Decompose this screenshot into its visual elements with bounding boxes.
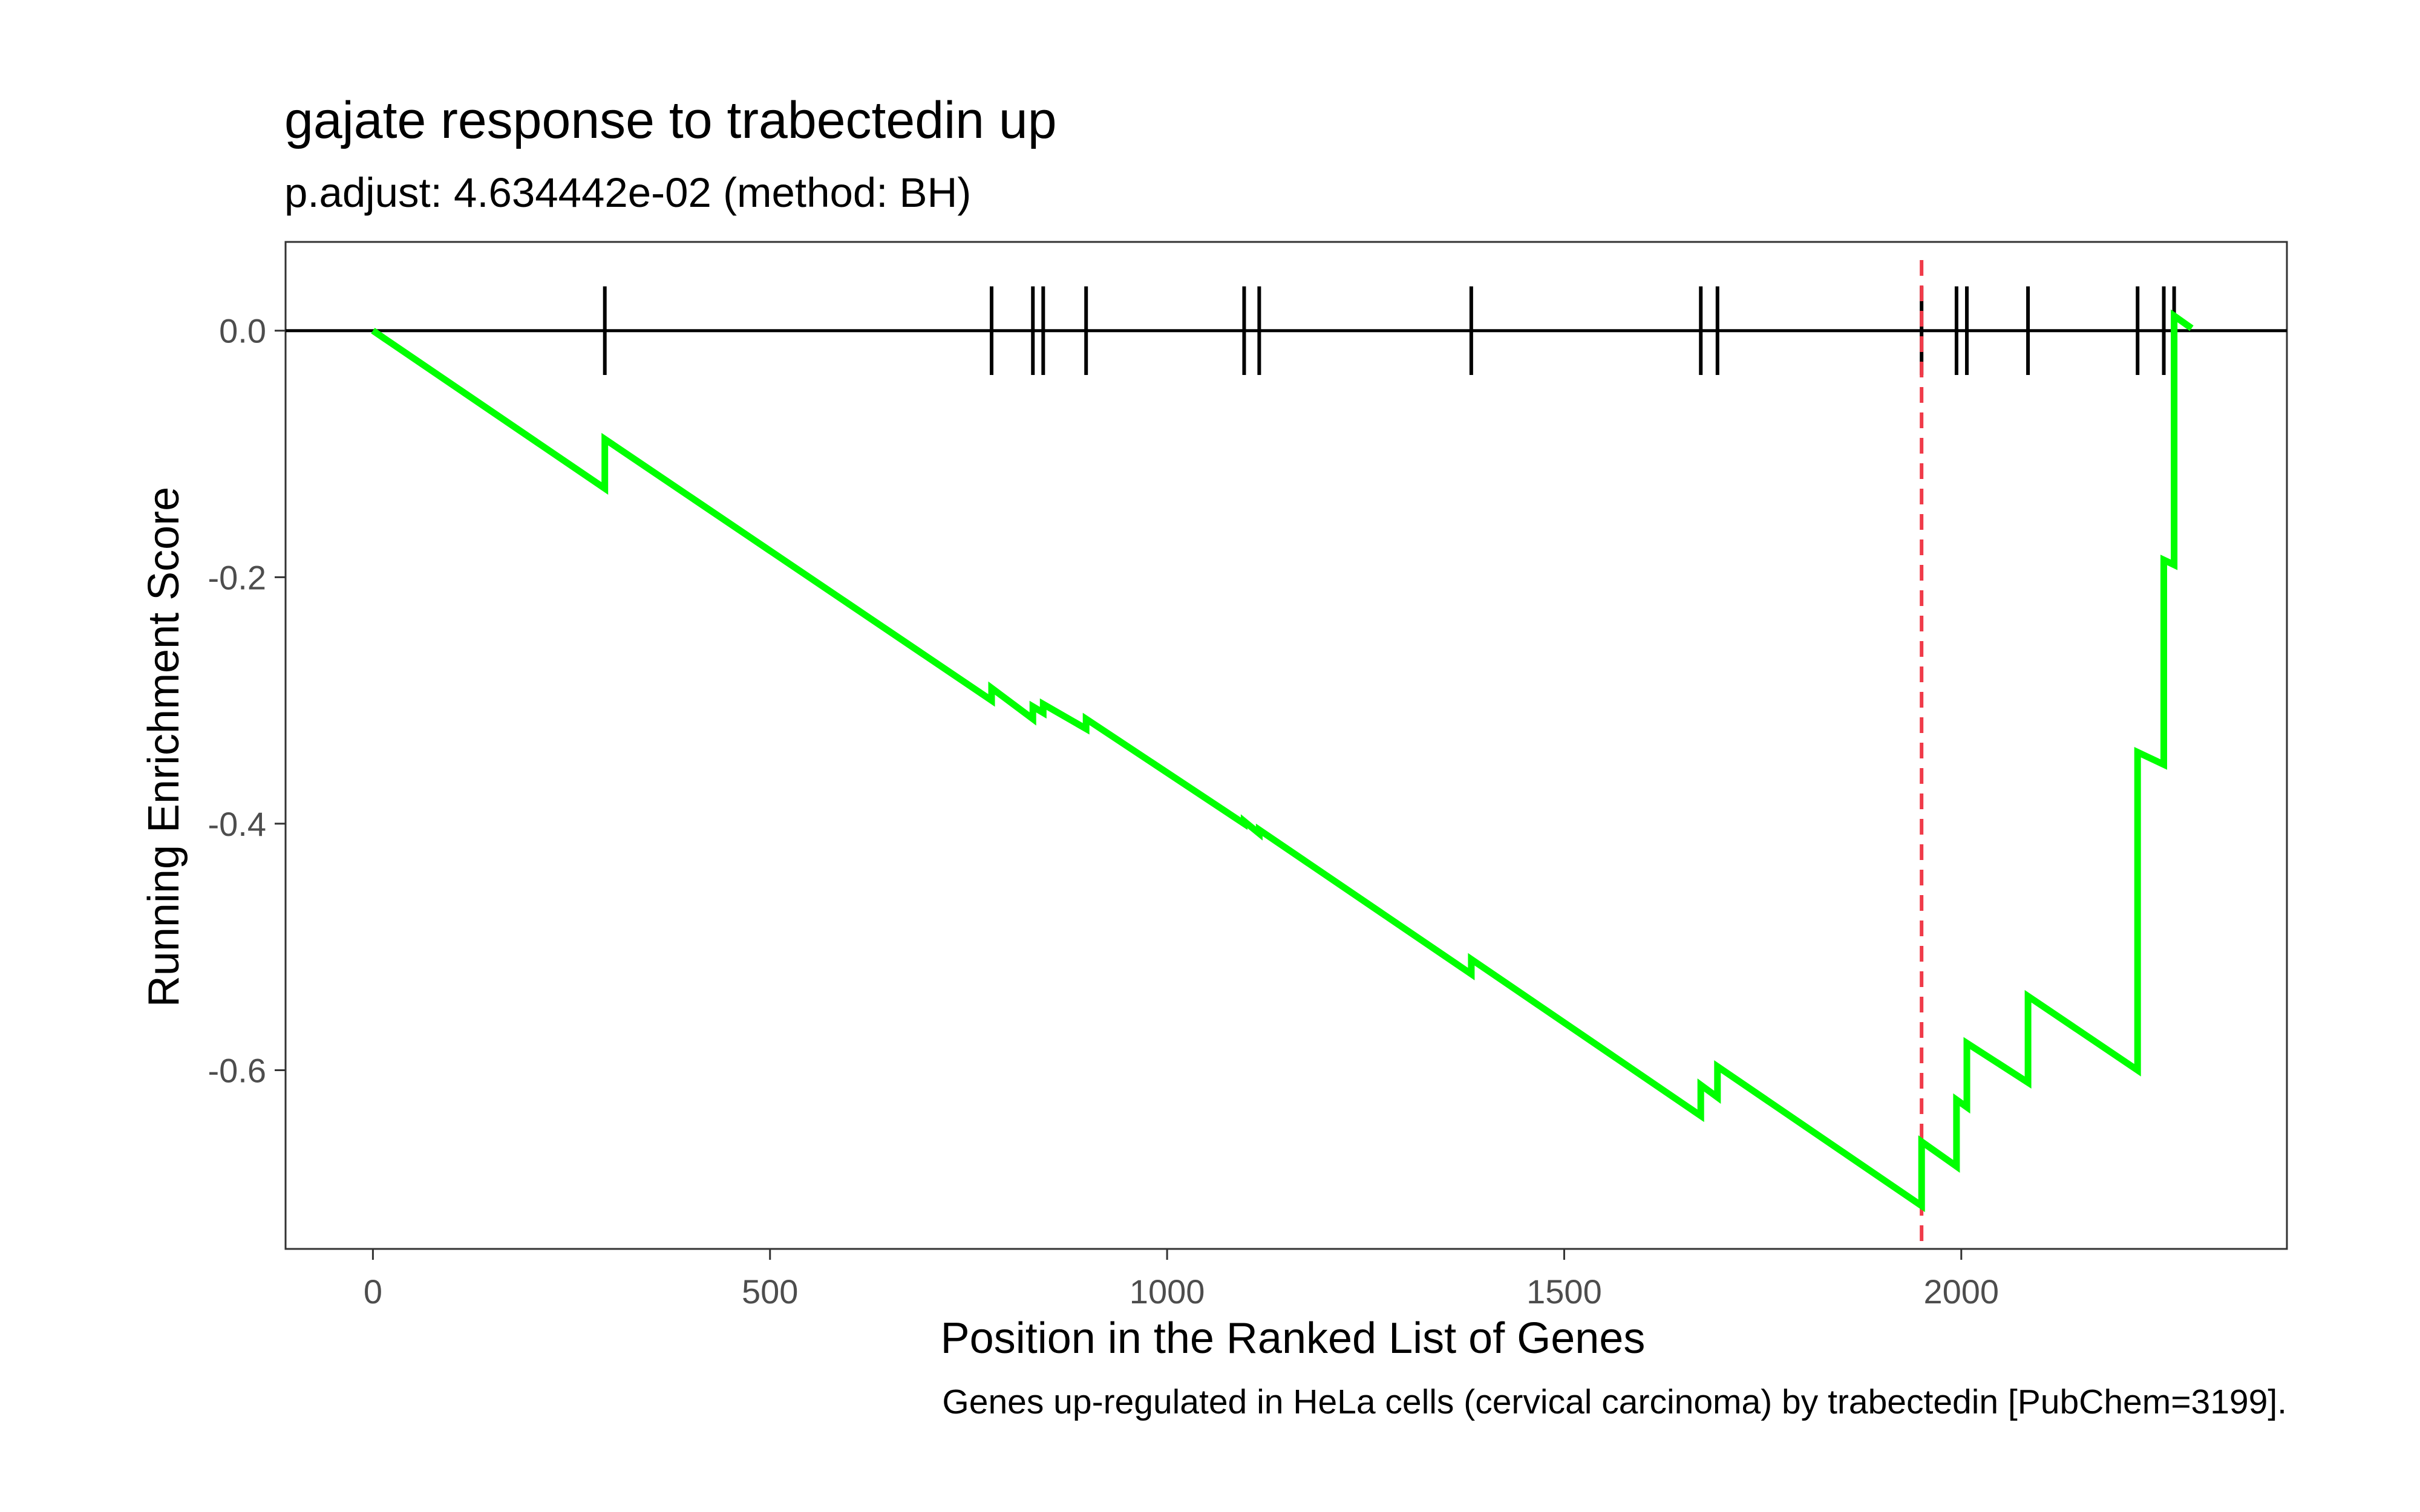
running-score-line — [371, 309, 2194, 1213]
plot-area: 0 500 1000 1500 2000 0.0 -0.2 -0.4 -0.6 — [208, 241, 2288, 1311]
x-tick-label: 500 — [742, 1272, 798, 1311]
x-tick-label: 2000 — [1924, 1272, 2000, 1311]
y-tick-label: 0.0 — [219, 312, 266, 350]
chart-caption: Genes up-regulated in HeLa cells (cervic… — [942, 1383, 2287, 1421]
x-tick-label: 0 — [364, 1272, 382, 1311]
chart-subtitle: p.adjust: 4.634442e-02 (method: BH) — [284, 169, 971, 216]
chart-title: gajate response to trabectedin up — [284, 91, 1057, 149]
y-tick-label: -0.4 — [208, 805, 267, 843]
x-tick-label: 1500 — [1526, 1272, 1602, 1311]
y-tick-label: -0.6 — [208, 1051, 267, 1089]
y-tick-label: -0.2 — [208, 558, 267, 596]
plot-frame — [284, 241, 2288, 1250]
x-axis: 0 500 1000 1500 2000 — [364, 1249, 1999, 1311]
x-axis-title: Position in the Ranked List of Genes — [941, 1314, 1646, 1363]
y-axis-title: Running Enrichment Score — [140, 487, 188, 1007]
gene-hit-marks — [603, 286, 2176, 375]
y-axis: 0.0 -0.2 -0.4 -0.6 — [208, 312, 286, 1089]
x-tick-label: 1000 — [1130, 1272, 1205, 1311]
